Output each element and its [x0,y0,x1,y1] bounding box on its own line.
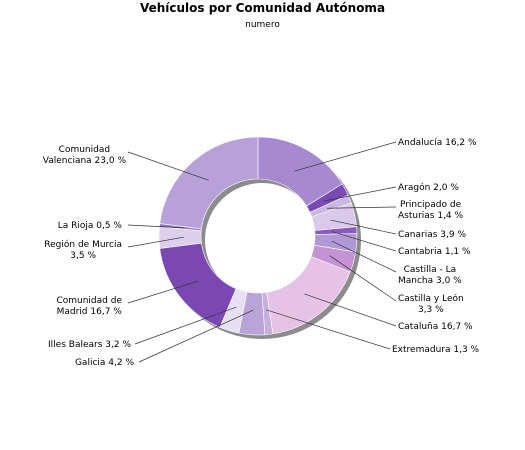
leader-line-cataluna [304,293,397,327]
slice-label-galicia: Galicia 4,2 % [75,358,134,368]
leader-line-cantabria [332,231,397,252]
slice-label-comunidad-de-madrid: Comunidad de Madrid 16,7 % [56,296,122,317]
leader-line-extremadura [266,309,391,350]
leader-line-principado-de-asturias [326,206,397,209]
slice-label-cantabria: Cantabria 1,1 % [398,247,471,257]
slice-label-principado-de-asturias: Principado de Asturias 1,4 % [398,200,464,221]
leader-line-aragon [323,186,397,202]
leader-line-andalucia [294,141,397,172]
slice-label-extremadura: Extremadura 1,3 % [392,345,480,355]
leader-line-canarias [330,219,397,235]
chart-subtitle: numero [245,20,280,30]
leader-line-illes-balears [134,306,237,345]
slice-label-aragon: Aragón 2,0 % [398,182,459,193]
slice-label-castilla-la-mancha: Castilla - La Mancha 3,0 % [398,265,462,286]
leader-line-comunidad-valenciana [127,151,210,181]
slice-label-comunidad-valenciana: Comunidad Valenciana 23,0 % [43,145,127,166]
leader-line-comunidad-de-madrid [127,280,200,304]
slice-label-andalucia: Andalucía 16,2 % [398,138,477,148]
slice-comunidad-de-madrid [159,242,237,328]
slice-label-region-de-murcia: Región de Murcia 3,5 % [44,239,122,261]
slice-label-illes-balears: Illes Balears 3,2 % [48,340,131,350]
slice-comunidad-valenciana [159,136,259,230]
slice-label-la-rioja: La Rioja 0,5 % [58,221,123,231]
slice-label-canarias: Canarias 3,9 % [398,230,466,240]
slice-label-cataluna: Cataluña 16,7 % [398,322,473,332]
leader-line-region-de-murcia [127,236,184,248]
slice-label-castilla-y-leon: Castilla y León 3,3 % [398,293,464,315]
leader-line-galicia [138,309,254,363]
chart-title: Vehículos por Comunidad Autónoma [139,1,386,15]
leader-line-castilla-y-leon [329,255,397,302]
leader-line-la-rioja [127,224,185,229]
leader-line-castilla-la-mancha [331,240,397,273]
